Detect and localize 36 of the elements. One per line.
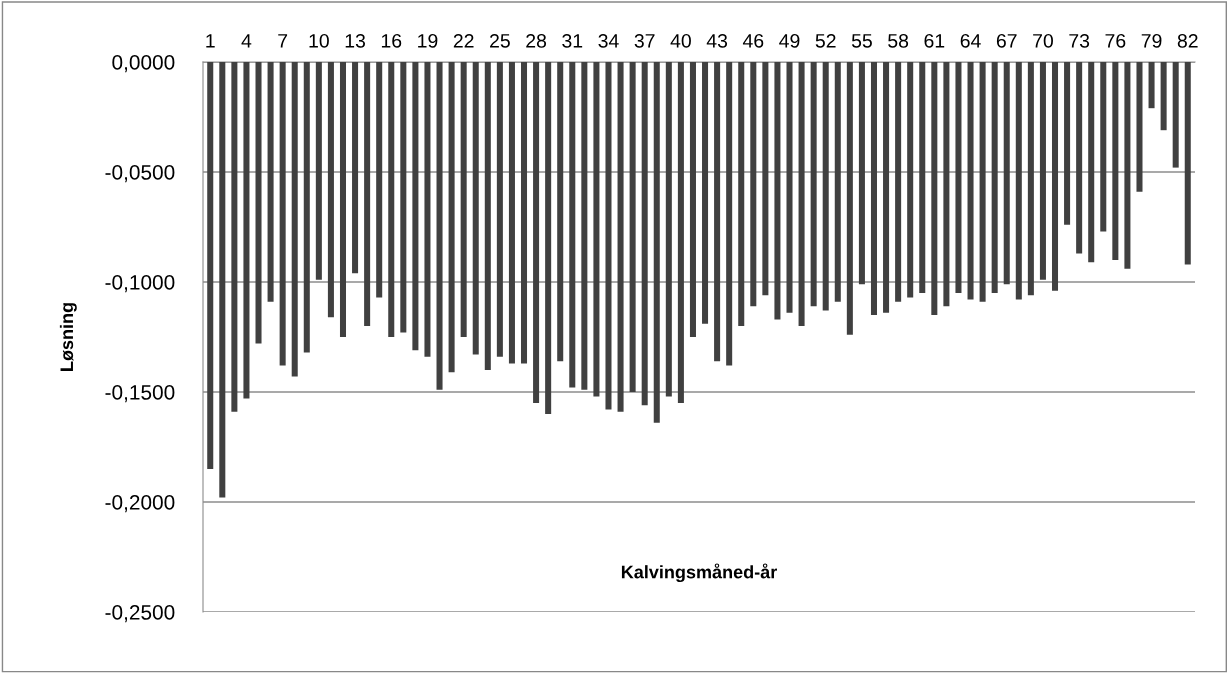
x-tick-label: 40 bbox=[670, 33, 691, 48]
x-tick-label: 76 bbox=[1105, 33, 1126, 48]
y-tick-label: -0,1500 bbox=[105, 385, 175, 403]
y-tick-label: 0,0000 bbox=[112, 55, 175, 73]
x-tick-label: 13 bbox=[345, 33, 366, 48]
x-tick-label: 64 bbox=[960, 33, 981, 48]
x-tick-label: 55 bbox=[851, 34, 872, 48]
y-tick-label: -0,1000 bbox=[105, 275, 175, 293]
x-tick-label: 67 bbox=[996, 33, 1017, 48]
x-tick-label: 1 bbox=[206, 34, 215, 48]
x-tick-label: 28 bbox=[526, 33, 547, 48]
x-tick-label: 34 bbox=[598, 33, 619, 48]
x-tick-label: 22 bbox=[453, 33, 474, 48]
x-tick-label: 73 bbox=[1069, 33, 1090, 48]
x-tick-label: 82 bbox=[1177, 33, 1198, 48]
x-tick-label: 43 bbox=[706, 33, 728, 48]
x-tick-label: 7 bbox=[278, 34, 288, 48]
y-axis-title: Løsning bbox=[59, 303, 77, 371]
x-tick-label: 46 bbox=[742, 33, 764, 48]
x-tick-label: 70 bbox=[1033, 33, 1053, 48]
x-tick-label: 31 bbox=[562, 33, 583, 48]
x-tick-label: 4 bbox=[241, 34, 252, 48]
x-tick-label: 25 bbox=[490, 33, 510, 48]
x-tick-label: 58 bbox=[888, 33, 909, 48]
x-tick-label: 61 bbox=[924, 33, 945, 48]
x-axis-title: Kalvingsmåned-år bbox=[621, 563, 777, 583]
y-tick-label: -0,2500 bbox=[105, 605, 175, 623]
x-tick-label: 10 bbox=[309, 33, 329, 48]
x-tick-label: 16 bbox=[381, 33, 402, 48]
x-tick-label: 19 bbox=[418, 33, 438, 48]
y-tick-label: -0,0500 bbox=[105, 165, 175, 183]
y-tick-label: -0,2000 bbox=[105, 495, 175, 513]
x-tick-label: 37 bbox=[634, 33, 655, 48]
x-tick-label: 79 bbox=[1141, 33, 1162, 48]
x-tick-label: 49 bbox=[779, 33, 800, 48]
x-tick-label: 52 bbox=[815, 33, 836, 48]
